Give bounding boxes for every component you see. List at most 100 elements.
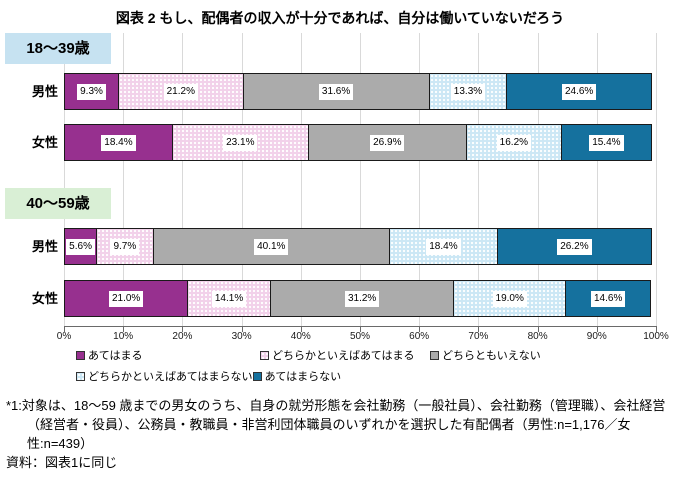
x-axis-tick-label: 40% bbox=[290, 331, 311, 342]
x-axis-line bbox=[64, 326, 657, 327]
gridline bbox=[596, 33, 598, 326]
x-axis-tick bbox=[300, 327, 302, 332]
x-axis-tick bbox=[123, 327, 125, 332]
bar-segment: 40.1% bbox=[152, 228, 390, 265]
legend-swatch bbox=[252, 371, 262, 381]
x-axis-tick bbox=[241, 327, 243, 332]
value-label: 24.6% bbox=[561, 83, 597, 100]
value-label: 19.0% bbox=[492, 290, 527, 307]
x-axis-tick bbox=[182, 327, 184, 332]
bar-row: 5.6% 9.7% 40.1% 18.4% 26.2% bbox=[64, 228, 656, 265]
value-label: 40.1% bbox=[254, 238, 289, 255]
legend-item: どちらかといえばあてはまる bbox=[260, 347, 430, 363]
gridline bbox=[360, 33, 361, 326]
value-label: 21.2% bbox=[163, 83, 198, 100]
bar-row: 18.4% 23.1% 26.9% 16.2% 15.4% bbox=[64, 124, 656, 161]
category-label: 女性 bbox=[31, 134, 58, 150]
value-label: 31.2% bbox=[344, 290, 380, 307]
bar-segment: 5.6% bbox=[64, 228, 98, 265]
value-label: 16.2% bbox=[496, 134, 532, 151]
category-label: 女性 bbox=[31, 290, 58, 306]
value-label: 23.1% bbox=[223, 134, 258, 151]
legend: あてはまる どちらかといえばあてはまる どちらともいえないどちらかといえばあてはまら… bbox=[76, 347, 672, 389]
x-axis-tick-label: 50% bbox=[349, 331, 371, 342]
gridline bbox=[182, 33, 184, 326]
legend-label: あてはまる bbox=[88, 350, 143, 362]
legend-label: どちらかといえばあてはまる bbox=[272, 350, 415, 362]
x-axis-tick bbox=[419, 327, 421, 332]
gridline bbox=[300, 33, 302, 326]
value-label: 9.3% bbox=[77, 83, 106, 100]
x-axis-tick bbox=[360, 327, 361, 332]
bar-segment: 24.6% bbox=[506, 73, 652, 110]
x-axis-tick-label: 60% bbox=[409, 331, 430, 342]
legend-item: あてはまらない bbox=[252, 368, 342, 384]
group-header: 40～59歳 bbox=[5, 188, 111, 219]
value-label: 13.3% bbox=[450, 83, 486, 100]
value-label: 26.2% bbox=[557, 238, 592, 255]
bar-segment: 21.2% bbox=[118, 73, 244, 110]
gridline bbox=[656, 33, 657, 326]
footnote-source: 資料：図表1に同じ bbox=[6, 455, 118, 470]
x-axis-tick-label: 20% bbox=[172, 331, 193, 342]
legend-item: あてはまる bbox=[76, 347, 260, 363]
bar-segment: 9.7% bbox=[96, 228, 154, 265]
gridline bbox=[241, 33, 243, 326]
x-axis-tick-label: 70% bbox=[468, 331, 489, 342]
value-label: 9.7% bbox=[110, 238, 140, 255]
x-axis-tick-label: 30% bbox=[231, 331, 252, 342]
x-axis-tick bbox=[596, 327, 598, 332]
legend-row: あてはまる どちらかといえばあてはまる どちらともいえない bbox=[76, 347, 672, 363]
value-label: 18.4% bbox=[101, 134, 136, 151]
bar-segment: 18.4% bbox=[388, 228, 498, 265]
stacked-bar-chart: 18～39歳男性 9.3% 21.2% 31.6% 13.3% 24.6% 女性 18.4% 2… bbox=[0, 33, 680, 345]
value-label: 15.4% bbox=[589, 134, 624, 151]
bar-segment: 21.0% bbox=[64, 280, 189, 317]
value-label: 31.6% bbox=[318, 83, 354, 100]
category-label: 男性 bbox=[31, 83, 58, 99]
x-axis-tick bbox=[656, 327, 657, 332]
category-label: 男性 bbox=[31, 238, 58, 254]
footnotes: *1:対象は、18～59 歳までの男女のうち、自身の就労形態を会社勤務（一般社員… bbox=[6, 396, 676, 472]
bar-segment: 31.2% bbox=[269, 280, 455, 317]
bar-row: 21.0% 14.1% 31.2% 19.0% 14.6% bbox=[64, 280, 656, 317]
x-axis-tick-label: 80% bbox=[527, 331, 548, 342]
bar-segment: 31.6% bbox=[242, 73, 430, 110]
x-axis-tick bbox=[64, 327, 65, 332]
legend-swatch bbox=[76, 350, 85, 360]
legend-label: あてはまらない bbox=[264, 371, 342, 383]
group-header: 18～39歳 bbox=[5, 33, 111, 64]
bar-segment: 23.1% bbox=[171, 124, 309, 161]
x-axis-tick bbox=[537, 327, 539, 332]
value-label: 14.1% bbox=[211, 290, 247, 307]
chart-title: 図表 2 もし、配偶者の収入が十分であれば、自分は働いていないだろう bbox=[115, 10, 565, 26]
gridline bbox=[123, 33, 125, 326]
bar-row: 9.3% 21.2% 31.6% 13.3% 24.6% bbox=[64, 73, 656, 110]
bar-segment: 16.2% bbox=[465, 124, 562, 161]
bar-segment: 14.6% bbox=[564, 280, 652, 317]
value-label: 18.4% bbox=[426, 238, 461, 255]
legend-swatch bbox=[260, 350, 269, 360]
bar-segment: 9.3% bbox=[64, 73, 120, 110]
x-axis-tick bbox=[478, 327, 480, 332]
gridline bbox=[478, 33, 480, 326]
bar-segment: 15.4% bbox=[560, 124, 652, 161]
legend-item: どちらともいえない bbox=[430, 347, 541, 363]
value-label: 5.6% bbox=[66, 238, 95, 255]
gridline bbox=[64, 33, 65, 326]
bar-segment: 19.0% bbox=[453, 280, 566, 317]
legend-label: どちらともいえない bbox=[442, 350, 541, 362]
bar-segment: 18.4% bbox=[64, 124, 173, 161]
bar-segment: 26.9% bbox=[307, 124, 467, 161]
legend-swatch bbox=[76, 371, 85, 381]
legend-item: どちらかといえばあてはまらない bbox=[76, 368, 253, 384]
bar-segment: 26.2% bbox=[496, 228, 652, 265]
gridline bbox=[537, 33, 539, 326]
legend-label: どちらかといえばあてはまらない bbox=[88, 371, 253, 383]
bar-segment: 13.3% bbox=[428, 73, 508, 110]
bar-segment: 14.1% bbox=[187, 280, 271, 317]
x-axis-tick-label: 10% bbox=[113, 331, 134, 342]
x-axis-tick-label: 0% bbox=[56, 331, 72, 342]
value-label: 26.9% bbox=[370, 134, 405, 151]
